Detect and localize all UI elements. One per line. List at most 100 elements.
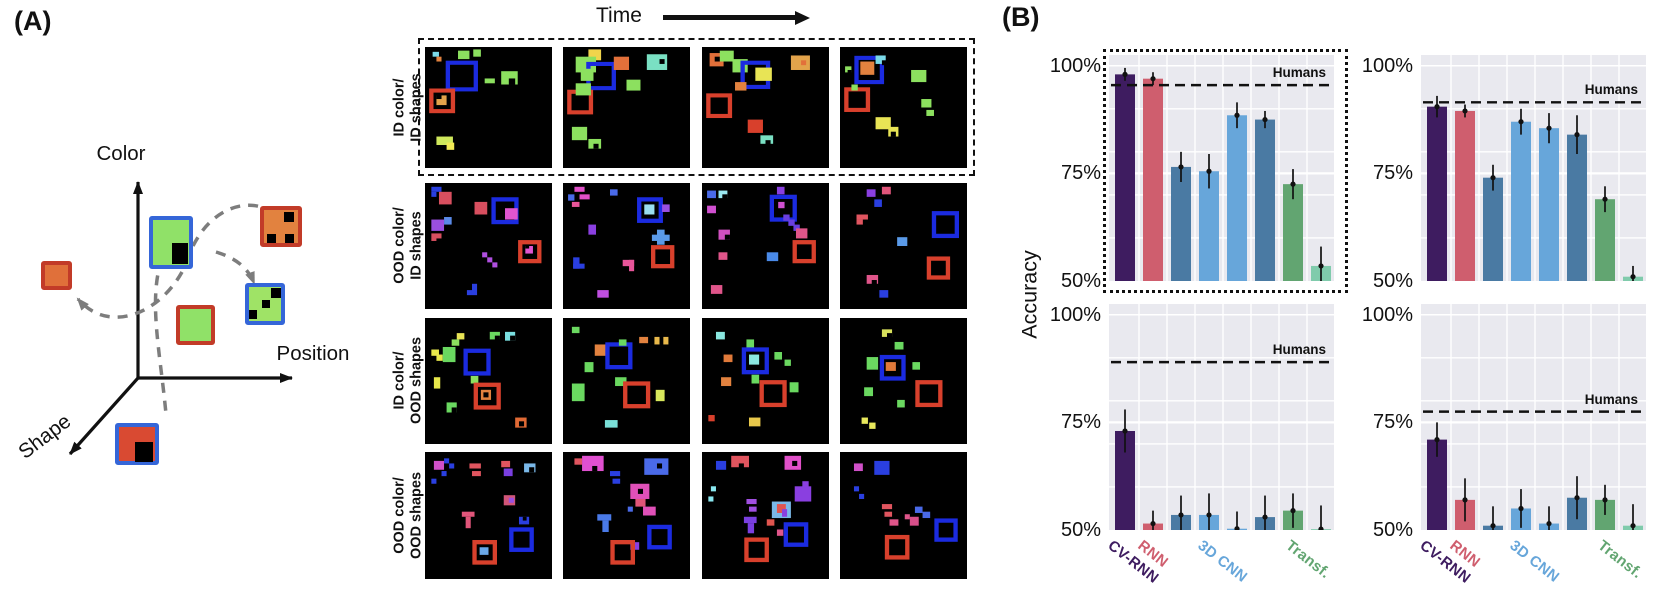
stimulus-shape bbox=[615, 377, 627, 387]
stimulus-shape bbox=[874, 199, 882, 207]
stimulus-shape bbox=[755, 67, 772, 81]
stimulus-frame-r3c3 bbox=[840, 452, 967, 579]
stimulus-shape bbox=[441, 471, 447, 477]
stimulus-shape bbox=[860, 61, 875, 75]
stimulus-shape bbox=[747, 523, 755, 534]
error-dot bbox=[1630, 274, 1636, 280]
stimulus-frame-r0c0 bbox=[425, 47, 552, 168]
stimulus-shape bbox=[718, 190, 728, 199]
concept-diagram: Color Position Shape bbox=[14, 142, 349, 465]
stimulus-shape bbox=[853, 463, 863, 472]
row-label-line2: ID shapes bbox=[408, 211, 424, 280]
stimulus-shape bbox=[879, 290, 889, 298]
stimulus-shape bbox=[897, 399, 905, 408]
stimulus-shape bbox=[479, 547, 489, 555]
stimulus-shape bbox=[788, 219, 795, 226]
target-outline bbox=[623, 381, 651, 409]
stimulus-shape bbox=[622, 259, 635, 267]
stimulus-shape bbox=[871, 280, 877, 286]
chart-3 bbox=[1421, 304, 1646, 530]
bar-3d-cnn bbox=[1227, 115, 1247, 281]
stimulus-shape bbox=[859, 493, 865, 499]
stimulus-frame-r3c0 bbox=[425, 452, 552, 579]
error-dot bbox=[1262, 116, 1268, 123]
error-dot bbox=[1318, 263, 1324, 269]
stimulus-shape bbox=[766, 252, 779, 262]
bar-transf- bbox=[1595, 199, 1615, 281]
stimulus-shape bbox=[446, 402, 457, 413]
error-dot bbox=[1546, 125, 1552, 131]
stimulus-shape bbox=[618, 339, 627, 346]
stimulus-shape bbox=[890, 131, 896, 137]
stimulus-shape bbox=[575, 83, 591, 96]
error-dot bbox=[1574, 495, 1580, 501]
stimulus-shape bbox=[494, 335, 500, 341]
error-dot bbox=[1318, 526, 1324, 530]
stimulus-shape bbox=[508, 78, 516, 85]
stimulus-frame-r1c3 bbox=[840, 183, 967, 309]
error-dot bbox=[1262, 514, 1268, 520]
stimulus-shape bbox=[748, 506, 757, 512]
stimulus-shape bbox=[575, 56, 597, 73]
stimulus-shape bbox=[639, 336, 649, 344]
row-label-line1: OOD color/ bbox=[391, 476, 408, 554]
stimulus-frame-canvas bbox=[844, 55, 934, 137]
stimulus-shape bbox=[766, 519, 775, 526]
humans-label: Humans bbox=[1584, 82, 1638, 98]
stimulus-shape bbox=[748, 354, 760, 365]
bar-transf- bbox=[1283, 184, 1303, 281]
stimulus-shape bbox=[651, 234, 670, 241]
row-label-3: OOD color/OOD shapes bbox=[392, 455, 425, 575]
stimulus-shape bbox=[663, 336, 669, 345]
stimulus-shape bbox=[654, 336, 660, 345]
stimulus-shape bbox=[774, 352, 783, 360]
stimulus-frame-canvas bbox=[568, 186, 675, 298]
diagram-square-4 bbox=[176, 305, 215, 345]
stimulus-shape bbox=[510, 335, 516, 341]
diagram-square-1-detail bbox=[172, 243, 188, 264]
stimulus-shape bbox=[790, 55, 810, 70]
stimulus-shape bbox=[431, 219, 445, 231]
stimulus-shape bbox=[571, 126, 588, 141]
stimulus-shape bbox=[602, 520, 609, 533]
stimulus-frame-r3c1 bbox=[563, 452, 690, 579]
stimulus-shape bbox=[708, 415, 715, 422]
chart-1 bbox=[1421, 55, 1646, 281]
error-dot bbox=[1434, 437, 1440, 443]
target-outline bbox=[605, 342, 633, 370]
target-outline bbox=[934, 518, 958, 542]
stimulus-shape bbox=[760, 135, 774, 144]
stimulus-shape bbox=[436, 238, 442, 244]
time-arrow-line bbox=[663, 15, 797, 20]
stimulus-shape bbox=[861, 417, 868, 424]
stimulus-shape bbox=[911, 69, 927, 83]
stimulus-shape bbox=[588, 49, 602, 61]
stimulus-shape bbox=[432, 51, 439, 57]
error-dot bbox=[1546, 520, 1552, 527]
stimulus-shape bbox=[795, 228, 808, 239]
stimulus-shape bbox=[746, 498, 757, 505]
stimulus-shape bbox=[444, 458, 450, 464]
plot-background bbox=[1421, 304, 1646, 530]
stimulus-shape bbox=[789, 382, 799, 393]
chart-2 bbox=[1109, 304, 1334, 530]
stimulus-shape bbox=[707, 190, 716, 199]
stimulus-shape bbox=[571, 326, 580, 334]
stimulus-shape bbox=[655, 389, 665, 402]
stimulus-shape bbox=[436, 94, 442, 100]
stimulus-shape bbox=[747, 119, 763, 133]
humans-label: Humans bbox=[1584, 391, 1638, 407]
stimulus-shape bbox=[885, 362, 896, 371]
target-outline bbox=[637, 197, 663, 223]
diagram-square-0 bbox=[41, 261, 72, 290]
target-outline bbox=[844, 87, 871, 112]
error-dot bbox=[1178, 164, 1184, 170]
stimulus-shape bbox=[438, 191, 452, 205]
stimulus-shape bbox=[881, 186, 891, 195]
stimulus-shape bbox=[505, 208, 518, 220]
stimulus-frame-canvas bbox=[431, 331, 527, 428]
error-dot bbox=[1290, 508, 1296, 514]
stimulus-shape bbox=[461, 511, 475, 517]
stimulus-shape bbox=[866, 274, 879, 284]
